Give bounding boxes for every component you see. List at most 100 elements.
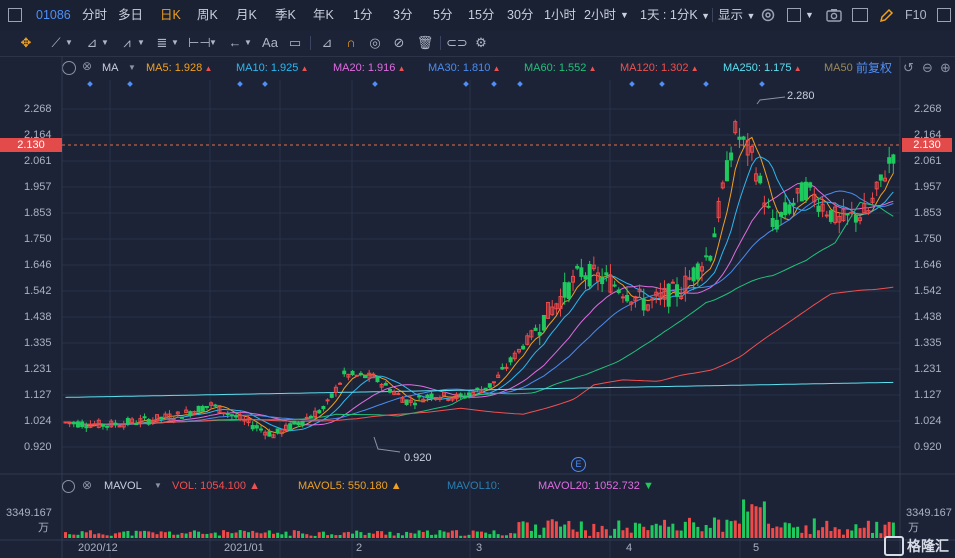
candle-body (329, 393, 334, 398)
adjust-label[interactable]: 前复权 (856, 61, 893, 75)
event-marker[interactable]: E (571, 457, 586, 472)
link-icon[interactable]: ⊂⊃ (446, 35, 468, 50)
zoom-in-icon[interactable]: ⊕ (940, 60, 951, 75)
volume-bar (109, 535, 113, 538)
period-tab-11[interactable]: 30分 (507, 8, 534, 22)
volume-bar (342, 532, 346, 538)
period-tab-13[interactable]: 2小时 (584, 8, 616, 22)
period-tab-8[interactable]: 3分 (393, 8, 413, 22)
volume-bar (837, 529, 841, 538)
candle-body (566, 282, 571, 299)
period-tab-6[interactable]: 年K (313, 8, 334, 22)
period-tab-5[interactable]: 季K (275, 8, 296, 22)
wave-tool-icon[interactable]: ⩘ (123, 35, 131, 50)
volume-bar (588, 535, 592, 538)
volume-bar (317, 532, 321, 538)
chevron-down-icon[interactable]: ▼ (101, 38, 109, 47)
candle-body (242, 418, 247, 422)
candle-body (841, 208, 846, 222)
candle-body (558, 296, 563, 310)
camera-icon[interactable] (826, 8, 842, 25)
candle-body (820, 203, 825, 212)
text-tool[interactable]: Aa (262, 35, 278, 50)
ma-settings-icon[interactable] (62, 61, 76, 75)
line-tool-icon[interactable]: ⟋ (51, 35, 61, 50)
period-tab-12[interactable]: 1小时 (544, 8, 576, 22)
chevron-down-icon[interactable]: ▼ (805, 10, 814, 20)
volume-bar (101, 534, 105, 538)
candle-body (645, 304, 650, 311)
channel-tool-icon[interactable]: ⊿ (86, 35, 98, 50)
chevron-down-icon[interactable]: ▼ (137, 38, 145, 47)
settings-icon[interactable]: ⚙︎ (475, 35, 487, 50)
period-select[interactable]: 1天 : 1分K ▼ (640, 0, 710, 30)
period-tab-10[interactable]: 15分 (468, 8, 495, 22)
zoom-out-icon[interactable]: ⊖ (922, 60, 933, 75)
price-tick-r: 1.646 (914, 259, 942, 271)
candle-body (637, 288, 642, 293)
period-tab-9[interactable]: 5分 (433, 8, 453, 22)
chevron-down-icon[interactable]: ▼ (128, 63, 136, 72)
candle-body (134, 423, 139, 426)
image-icon[interactable] (852, 8, 868, 22)
chevron-down-icon[interactable]: ▼ (244, 38, 252, 47)
note-tool-icon[interactable]: ▭ (288, 35, 302, 50)
volume-bar (234, 532, 238, 538)
checkbox-icon[interactable] (787, 8, 801, 22)
up-arrow-icon: ▲ (490, 64, 501, 73)
panel-toggle-icon[interactable] (937, 8, 951, 22)
candle-body (250, 425, 255, 430)
undo-icon[interactable]: ↺ (903, 60, 914, 75)
ma-indicator-label[interactable]: MA (102, 62, 119, 74)
magnet-icon[interactable]: ∩ (346, 35, 356, 50)
period-tab-3[interactable]: 周K (197, 8, 218, 22)
volume-bar (866, 520, 870, 538)
volume-bar (400, 535, 404, 538)
stock-code[interactable]: 01086 (36, 8, 71, 22)
ruler-icon[interactable]: ⊿ (321, 35, 333, 50)
volume-bar (488, 534, 492, 538)
candle-body (300, 421, 305, 425)
volume-bar (197, 531, 201, 538)
period-tab-7[interactable]: 1分 (353, 8, 373, 22)
trash-icon[interactable]: 🗑︎ (416, 35, 434, 50)
arrow-tool-icon[interactable]: ← (228, 35, 242, 50)
period-tab-4[interactable]: 月K (236, 8, 257, 22)
display-menu[interactable]: 显示 ▼ (718, 0, 755, 30)
candle-body (716, 200, 721, 219)
period-tab-2[interactable]: 日K (160, 8, 181, 22)
candle-body (138, 418, 143, 424)
ma-close-icon[interactable]: ⊗ (82, 59, 93, 73)
period-tab-1[interactable]: 多日 (118, 8, 144, 22)
chevron-down-icon[interactable]: ▼ (171, 38, 179, 47)
range-tool-icon[interactable]: ⊢⊣ (188, 35, 211, 50)
candle-body (275, 428, 280, 434)
window-square-icon[interactable] (8, 8, 22, 22)
crosshair-move-icon[interactable]: ✥ (20, 35, 32, 50)
vol-indicator-label[interactable]: MAVOL (104, 480, 142, 492)
chevron-down-icon[interactable]: ▼ (154, 481, 162, 490)
candle-body (288, 423, 293, 431)
price-tick-l: 0.920 (24, 441, 52, 453)
hide-drawings-icon[interactable]: ⊘ (393, 35, 405, 50)
candle-body (429, 393, 434, 399)
vol-unit-right: 万 (908, 522, 919, 534)
candle-body (749, 146, 754, 153)
f10-button[interactable]: F10 (905, 8, 927, 22)
candle-body (691, 267, 696, 282)
gear-icon[interactable] (760, 7, 776, 23)
period-tab-0[interactable]: 分时 (82, 8, 108, 22)
volume-bar (376, 531, 379, 538)
fibonacci-tool-icon[interactable]: ≣ (156, 35, 168, 50)
price-tick-r: 1.127 (914, 389, 942, 401)
vol-close-icon[interactable]: ⊗ (82, 478, 93, 492)
pen-icon[interactable] (878, 8, 894, 27)
chevron-down-icon[interactable]: ▼ (620, 10, 629, 20)
chevron-down-icon[interactable]: ▼ (65, 38, 73, 47)
candle-body (450, 397, 455, 401)
vol-settings-icon[interactable] (62, 480, 75, 493)
candle-body (96, 419, 101, 428)
chevron-down-icon[interactable]: ▼ (209, 38, 217, 47)
eye-icon[interactable]: ◎ (369, 35, 381, 50)
